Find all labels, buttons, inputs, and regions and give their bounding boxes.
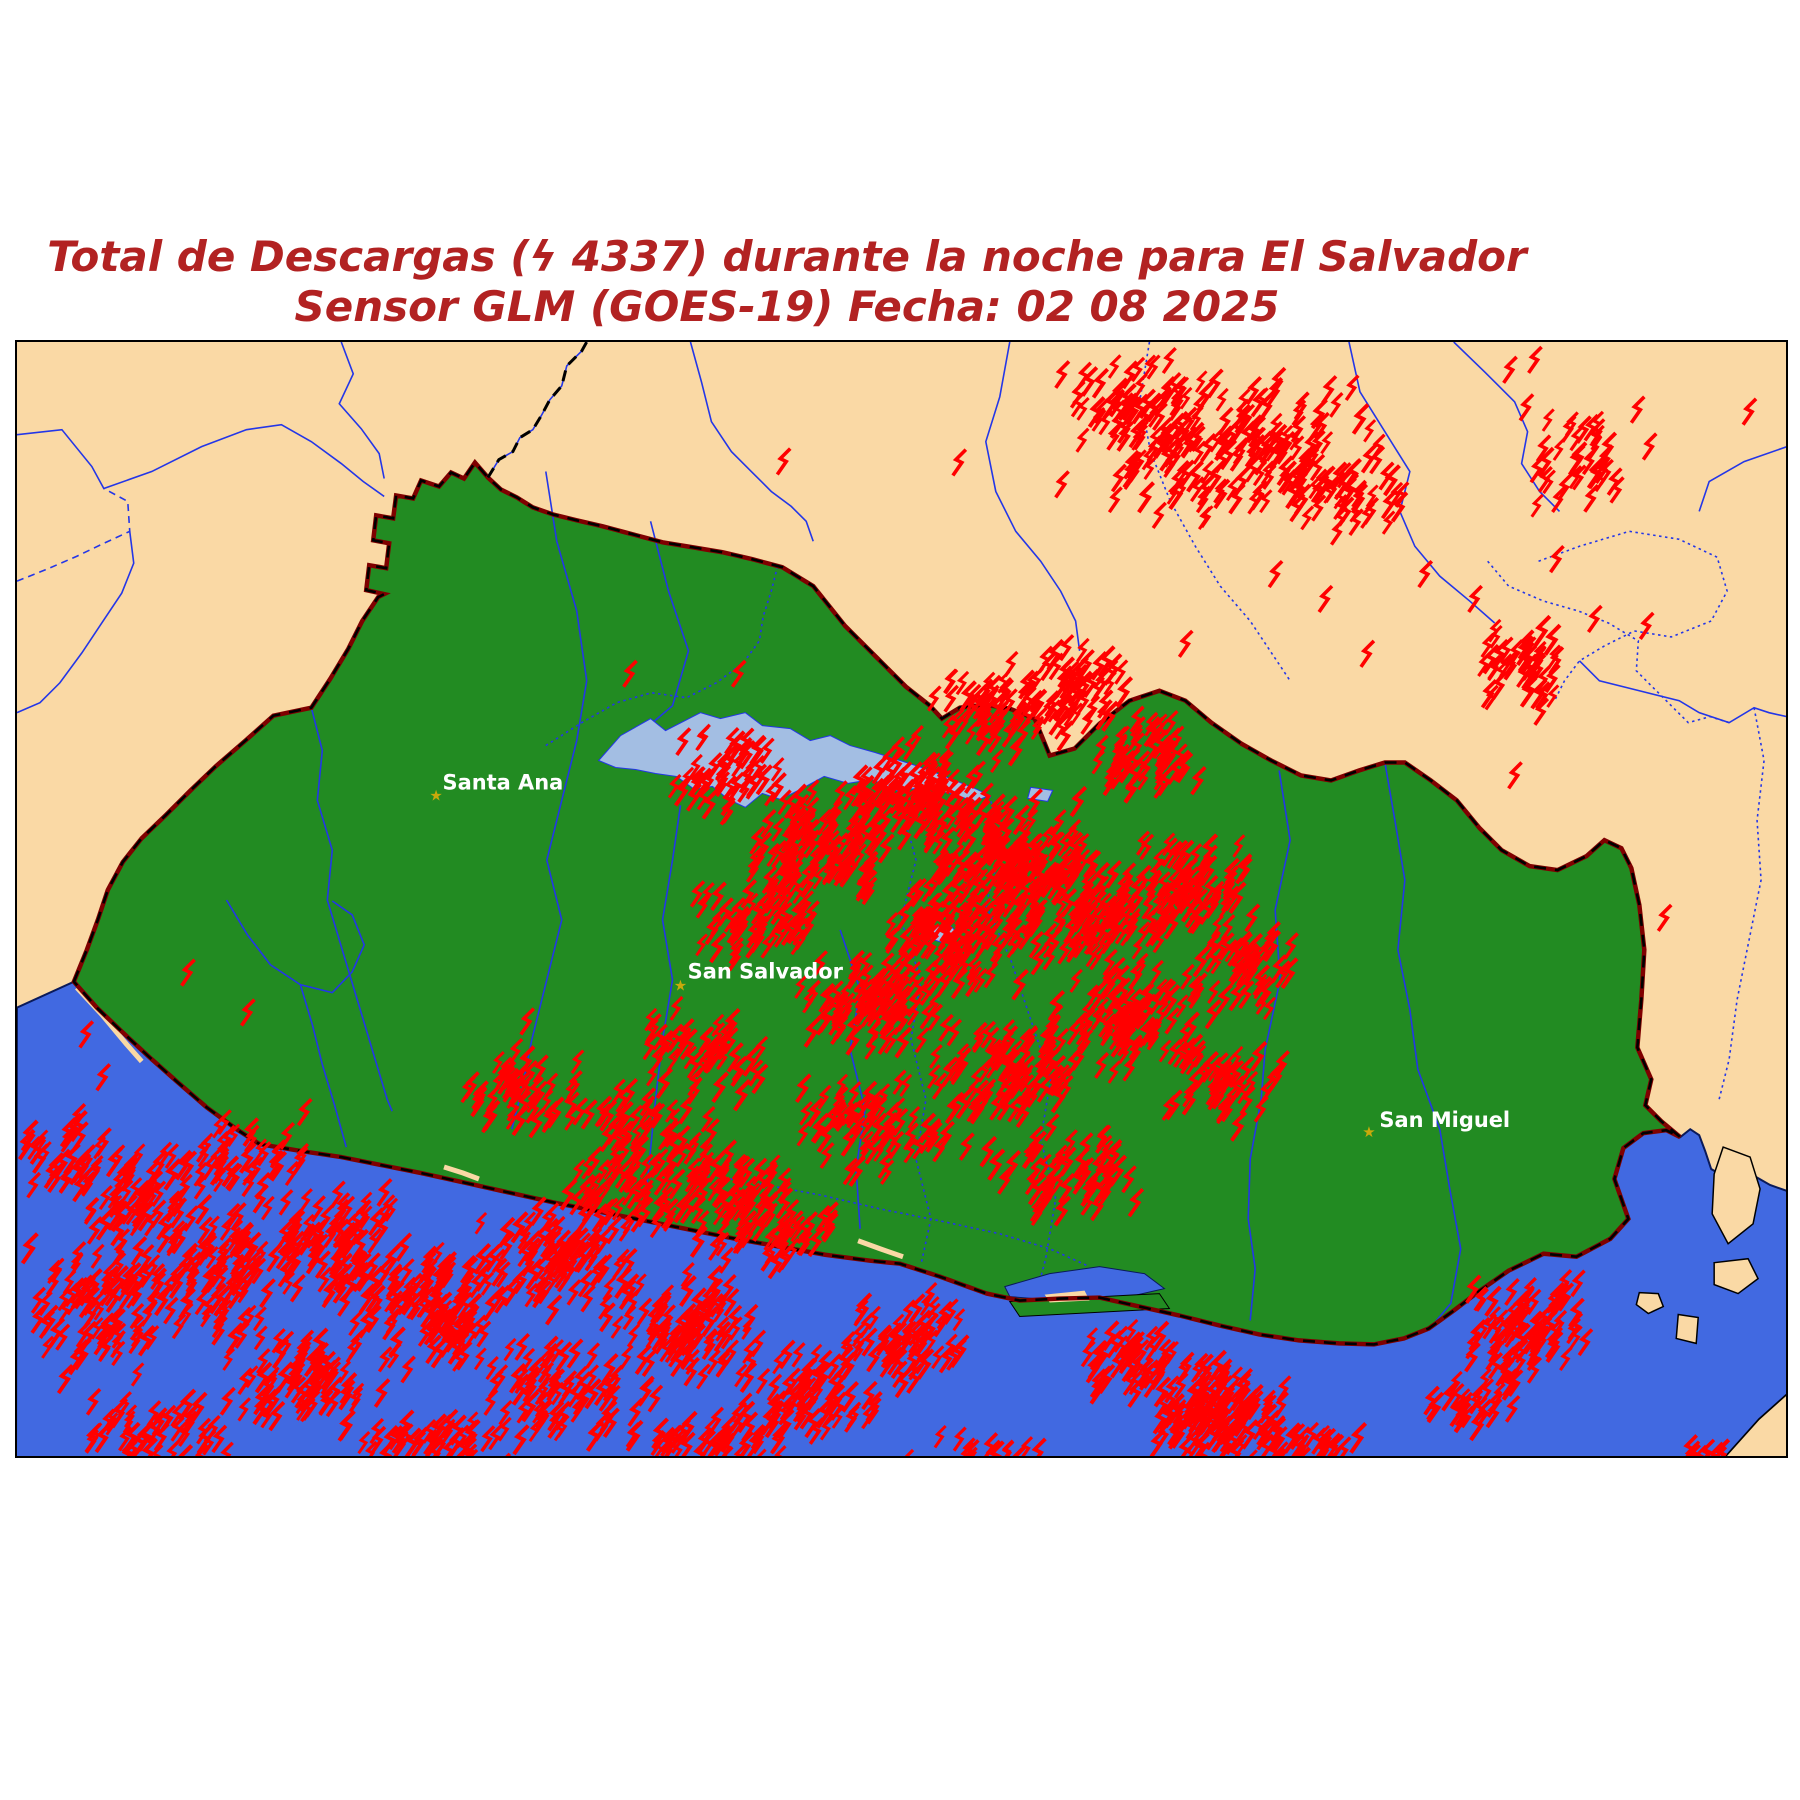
corner-land bbox=[1725, 1394, 1786, 1456]
gulf-island bbox=[1635, 1291, 1665, 1315]
neighbor-line bbox=[338, 342, 385, 479]
interior-line bbox=[645, 805, 682, 1190]
beach-sliver bbox=[443, 1164, 480, 1182]
estuary-water bbox=[1004, 1266, 1166, 1300]
interior-line bbox=[1247, 770, 1291, 1321]
map-title-line2: Sensor GLM (GOES-19) Fecha: 02 08 2025 bbox=[294, 282, 1280, 331]
city-layer: ★Santa Ana★San Salvador★ San Miguel bbox=[429, 770, 1510, 1141]
interior-line bbox=[299, 984, 348, 1148]
interior-line bbox=[545, 566, 779, 747]
gulf-island bbox=[1711, 1146, 1761, 1245]
interior-line bbox=[1384, 762, 1462, 1329]
gt-hn-border-dashes bbox=[486, 342, 589, 479]
neighbor-line bbox=[17, 531, 135, 714]
interior-line bbox=[899, 800, 932, 1265]
neighbor-waterlines bbox=[17, 342, 1786, 1100]
gulf-island bbox=[1675, 1313, 1699, 1345]
map-title-line1: Total de Descargas (ϟ 4337) durante la n… bbox=[47, 232, 1527, 281]
estuary-spit bbox=[1008, 1293, 1171, 1318]
city-star-san-miguel: ★ bbox=[1362, 1123, 1375, 1141]
lightning-map: ★Santa Ana★San Salvador★ San Miguel bbox=[17, 342, 1786, 1456]
beach-sliver bbox=[857, 1238, 904, 1260]
map-title: Total de Descargas (ϟ 4337) durante la n… bbox=[0, 232, 1574, 332]
neighbor-line bbox=[1698, 446, 1786, 512]
el-salvador-shape bbox=[73, 462, 1681, 1345]
neighbor-line bbox=[1718, 707, 1765, 1100]
neighbor-line bbox=[984, 342, 1081, 651]
city-label-san-salvador: San Salvador bbox=[688, 960, 844, 984]
interior-line bbox=[310, 707, 393, 1112]
neighbor-line bbox=[17, 423, 385, 498]
gulf-island bbox=[1713, 1257, 1760, 1295]
interior-line bbox=[649, 521, 690, 724]
map-canvas: ★ Santa Ana ★ San Salvador ★ San Miguel bbox=[15, 340, 1788, 1458]
neighbor-line bbox=[1578, 660, 1786, 724]
city-star-santa-ana: ★ bbox=[429, 786, 442, 804]
neighbor-line bbox=[689, 342, 814, 542]
city-label-santa-ana: Santa Ana bbox=[443, 770, 564, 794]
interior-line bbox=[700, 1173, 1090, 1268]
city-star-san-salvador: ★ bbox=[674, 977, 687, 995]
interior-line bbox=[225, 899, 366, 994]
city-label-san-miguel: San Miguel bbox=[1379, 1108, 1510, 1132]
national-border-dashes bbox=[72, 460, 1682, 1346]
